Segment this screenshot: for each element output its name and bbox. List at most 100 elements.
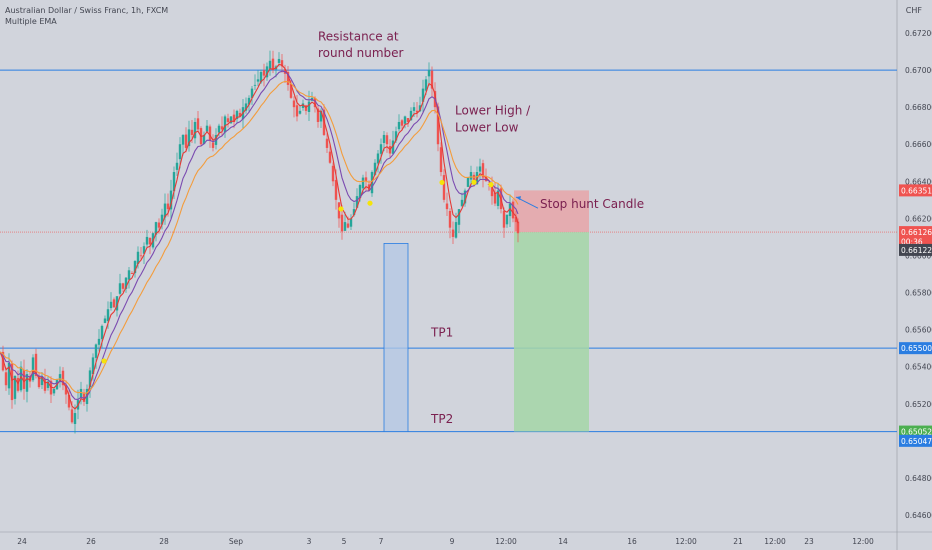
candle-body xyxy=(454,222,458,238)
signal-marker xyxy=(439,179,445,186)
chart-annotation: Resistance at xyxy=(318,29,399,43)
candle-body xyxy=(217,125,221,133)
price-label-box xyxy=(899,226,932,239)
x-tick-label: 9 xyxy=(450,537,455,546)
candle-body xyxy=(88,370,92,388)
candle-body xyxy=(136,251,140,264)
candle-body xyxy=(130,272,134,274)
candle-body xyxy=(25,374,29,392)
candle-body xyxy=(352,209,356,216)
chart-annotation: Lower High / xyxy=(455,104,531,118)
price-label-text: 0.65500 xyxy=(901,344,932,353)
candle-body xyxy=(133,261,137,274)
candle-body xyxy=(244,103,248,111)
indicator-label[interactable]: Multiple EMA xyxy=(5,17,57,26)
candle-body xyxy=(100,325,104,340)
candle-body xyxy=(505,214,509,225)
candle-body xyxy=(280,60,284,67)
signal-marker xyxy=(101,358,107,364)
candle-body xyxy=(205,125,209,132)
candle-body xyxy=(457,209,461,225)
candle-body xyxy=(142,246,146,254)
candle-body xyxy=(40,375,44,386)
candle-body xyxy=(238,112,242,117)
price-label-text: 0.65047 xyxy=(901,437,932,446)
candle-body xyxy=(343,222,347,231)
candle-body xyxy=(466,177,470,187)
price-label-text: 0.66126 xyxy=(901,228,932,237)
candle-body xyxy=(58,374,62,381)
candle-body xyxy=(112,299,116,308)
price-label-text: 0.66351 xyxy=(901,186,932,195)
candle-body xyxy=(145,236,149,245)
price-label-text: 00:36 xyxy=(901,238,923,247)
candle-body xyxy=(121,283,125,289)
candle-body xyxy=(256,79,260,82)
x-tick-label: 3 xyxy=(307,537,312,546)
x-tick-label: 23 xyxy=(804,537,814,546)
candle-body xyxy=(301,103,305,108)
chart-annotation: TP1 xyxy=(430,325,453,339)
candle-body xyxy=(193,121,197,139)
candle-body xyxy=(478,166,482,172)
candle-body xyxy=(304,105,308,111)
currency-label: CHF xyxy=(905,6,922,15)
candle-body xyxy=(490,183,494,197)
candle-body xyxy=(208,126,212,141)
candle-body xyxy=(118,283,122,294)
take-profit-zone[interactable] xyxy=(514,232,589,432)
candle-body xyxy=(511,201,515,219)
x-tick-label: 5 xyxy=(342,537,347,546)
price-label-box xyxy=(899,434,932,447)
candle-body xyxy=(307,101,311,112)
candle-body xyxy=(157,222,161,228)
candle-body xyxy=(160,214,164,225)
candle-body xyxy=(469,172,473,180)
candle-body xyxy=(496,190,500,206)
candle-body xyxy=(448,210,452,228)
candle-body xyxy=(22,370,26,389)
stop-loss-zone[interactable] xyxy=(514,190,589,233)
candle-body xyxy=(319,110,323,122)
candle-body xyxy=(430,70,434,89)
candle-body xyxy=(46,381,50,388)
candle-body xyxy=(340,214,344,232)
candle-body xyxy=(70,409,74,423)
x-tick-label: 12:00 xyxy=(852,537,874,546)
signal-marker xyxy=(471,179,477,185)
candle-body xyxy=(181,134,185,145)
candle-body xyxy=(439,147,443,173)
candle-body xyxy=(379,144,383,154)
price-label-box xyxy=(899,243,932,256)
candle-body xyxy=(34,353,38,376)
price-label-box xyxy=(899,184,932,197)
x-tick-label: 21 xyxy=(733,537,743,546)
candle-body xyxy=(232,114,236,122)
x-tick-label: 26 xyxy=(86,537,96,546)
candle-body xyxy=(250,88,254,98)
candle-body xyxy=(52,388,56,394)
candle-body xyxy=(94,344,98,358)
candle-body xyxy=(106,309,110,322)
candle-body xyxy=(184,134,188,148)
x-tick-label: 7 xyxy=(379,537,384,546)
signal-marker xyxy=(488,182,494,188)
candle-body xyxy=(364,177,368,182)
candle-body xyxy=(268,60,272,69)
candle-body xyxy=(436,106,440,145)
candle-body xyxy=(19,366,23,391)
x-tick-label: 12:00 xyxy=(675,537,697,546)
candle-body xyxy=(403,116,407,124)
measure-box[interactable] xyxy=(383,243,409,432)
candle-body xyxy=(346,223,350,228)
candle-body xyxy=(169,190,173,210)
price-label-box xyxy=(899,425,932,438)
